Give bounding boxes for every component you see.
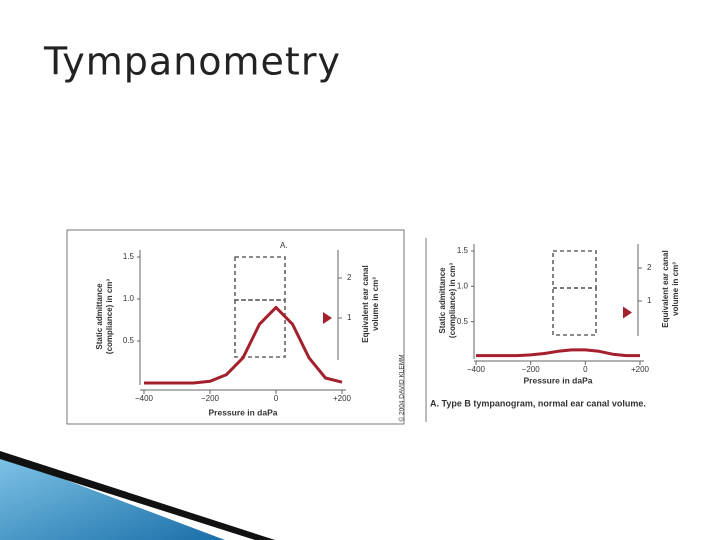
y2-tick-label: 2 bbox=[347, 273, 352, 282]
caption: A. Type B tympanogram, normal ear canal … bbox=[430, 398, 646, 408]
volume-marker bbox=[623, 306, 632, 319]
decor-wedge bbox=[0, 451, 275, 540]
y-axis-label: Static admittance bbox=[95, 283, 104, 350]
data-line bbox=[144, 305, 343, 385]
x-tick-label: −400 bbox=[467, 365, 486, 374]
y2-tick-label: 2 bbox=[647, 263, 652, 272]
y2-axis-label: volume in cm³ bbox=[371, 277, 380, 331]
y2-tick-label: 1 bbox=[647, 296, 652, 305]
x-tick-label: 0 bbox=[583, 365, 588, 374]
y2-axis-label: Equivalent ear canal bbox=[661, 250, 670, 327]
normal-range-boxes bbox=[234, 250, 597, 358]
y2-tick-label: 1 bbox=[347, 313, 352, 322]
x-tick-label: −200 bbox=[522, 365, 541, 374]
x-tick-label: −200 bbox=[201, 394, 220, 403]
y-tick-label: 1.5 bbox=[457, 246, 469, 255]
figure-frame bbox=[66, 229, 405, 425]
y-tick-label: 1.0 bbox=[457, 281, 469, 290]
y-tick-label: 0.5 bbox=[123, 336, 135, 345]
annotation: A. bbox=[280, 241, 288, 250]
x-tick-label: +200 bbox=[631, 365, 650, 374]
x-axis-label: Pressure in daPa bbox=[209, 407, 278, 417]
credit: © 2004 DAVID KLEMM bbox=[398, 354, 406, 421]
y2-axis-label: volume in cm³ bbox=[671, 262, 680, 316]
y-tick-label: 1.5 bbox=[123, 252, 135, 261]
x-tick-label: +200 bbox=[333, 394, 352, 403]
data-line bbox=[476, 348, 640, 358]
y2-axis-label: Equivalent ear canal bbox=[361, 265, 370, 342]
slide-title: Tympanometry bbox=[43, 40, 341, 84]
y-axis-label: (compliance) in cm³ bbox=[105, 279, 114, 354]
y-axis-label: Static admittance bbox=[438, 267, 447, 334]
volume-marker bbox=[323, 312, 332, 324]
x-axis-label: Pressure in daPa bbox=[524, 375, 593, 385]
y-axis-label: (compliance) in cm³ bbox=[448, 263, 457, 338]
y-tick-label: 0.5 bbox=[457, 317, 469, 326]
x-tick-label: 0 bbox=[274, 394, 279, 403]
y-tick-label: 1.0 bbox=[123, 294, 135, 303]
x-tick-label: −400 bbox=[135, 394, 154, 403]
